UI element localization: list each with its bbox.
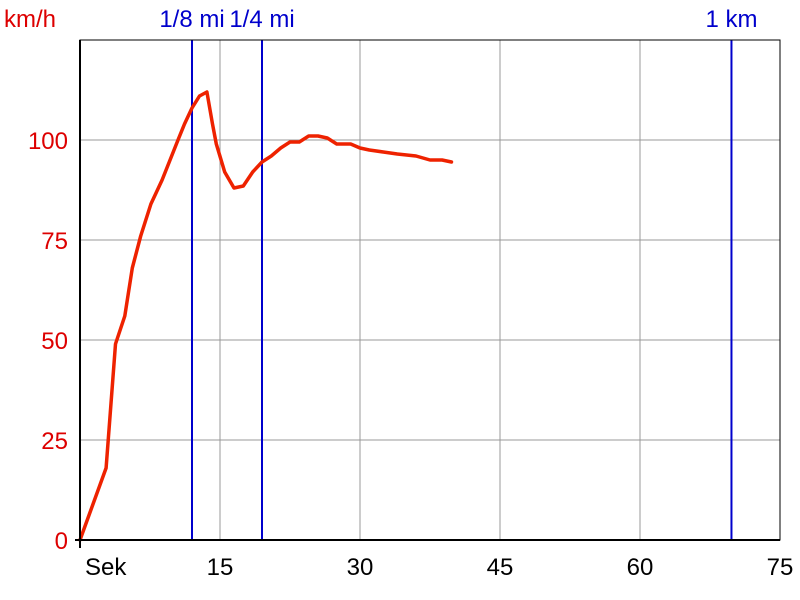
speed-series-line (78, 90, 454, 542)
x-axis-label: Sek (85, 554, 127, 581)
tick-labels: 15 30 45 60 75 0 25 50 75 100 (28, 128, 793, 581)
y-tick-label: 75 (41, 228, 68, 255)
y-tick-label: 25 (41, 428, 68, 455)
x-tick-label: 75 (767, 554, 794, 581)
x-tick-label: 15 (207, 554, 234, 581)
series-layer (78, 90, 454, 542)
marker-label: 1/4 mi (229, 6, 294, 33)
plot-border (79, 39, 781, 541)
x-tick-label: 45 (487, 554, 514, 581)
grid (80, 40, 781, 541)
y-tick-label: 0 (55, 528, 68, 555)
y-tick-label: 100 (28, 128, 68, 155)
distance-markers: 1/8 mi 1/4 mi 1 km (159, 6, 757, 540)
x-tick-label: 60 (627, 554, 654, 581)
marker-label: 1/8 mi (159, 6, 224, 33)
y-axis-label: km/h (4, 6, 56, 33)
marker-label: 1 km (705, 6, 757, 33)
plot-frame (75, 39, 781, 548)
x-tick-label: 30 (347, 554, 374, 581)
y-tick-label: 50 (41, 328, 68, 355)
